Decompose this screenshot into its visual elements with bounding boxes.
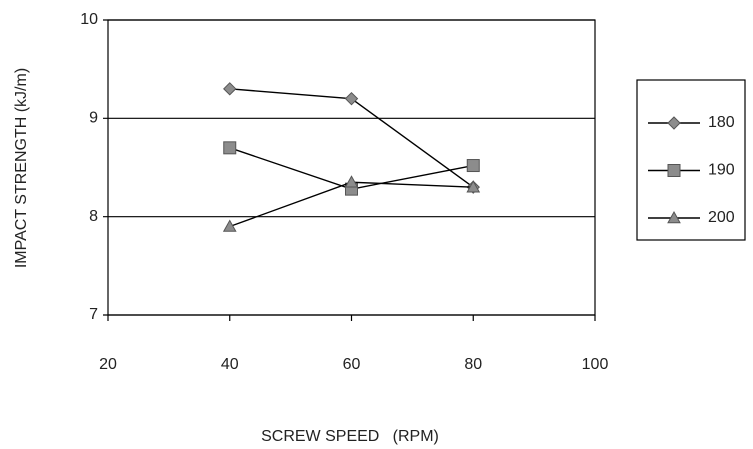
y-tick-label: 10	[80, 11, 98, 28]
marker	[344, 91, 359, 106]
y-tick-label: 9	[89, 110, 98, 127]
y-tick-label: 8	[89, 208, 98, 225]
y-axis-label: IMPACT STRENGTH (kJ/m)	[13, 68, 30, 268]
marker	[344, 175, 359, 188]
legend-marker	[667, 164, 681, 177]
x-tick-label: 20	[99, 356, 117, 373]
legend-label: 180	[708, 114, 735, 131]
x-axis-label: SCREW SPEED (RPM)	[261, 428, 439, 445]
legend-label: 190	[708, 162, 735, 179]
x-tick-label: 60	[343, 356, 361, 373]
legend-box	[636, 79, 746, 241]
x-tick-label: 100	[582, 356, 609, 373]
marker	[466, 159, 480, 173]
x-tick-label: 40	[221, 356, 239, 373]
marker	[466, 180, 481, 193]
marker	[223, 141, 237, 155]
marker	[223, 82, 237, 96]
legend-marker	[667, 210, 681, 224]
legend-label: 200	[708, 209, 735, 226]
x-tick-label: 80	[464, 356, 482, 373]
legend-marker	[667, 116, 681, 130]
y-tick-label: 7	[89, 306, 98, 323]
marker	[222, 219, 237, 232]
